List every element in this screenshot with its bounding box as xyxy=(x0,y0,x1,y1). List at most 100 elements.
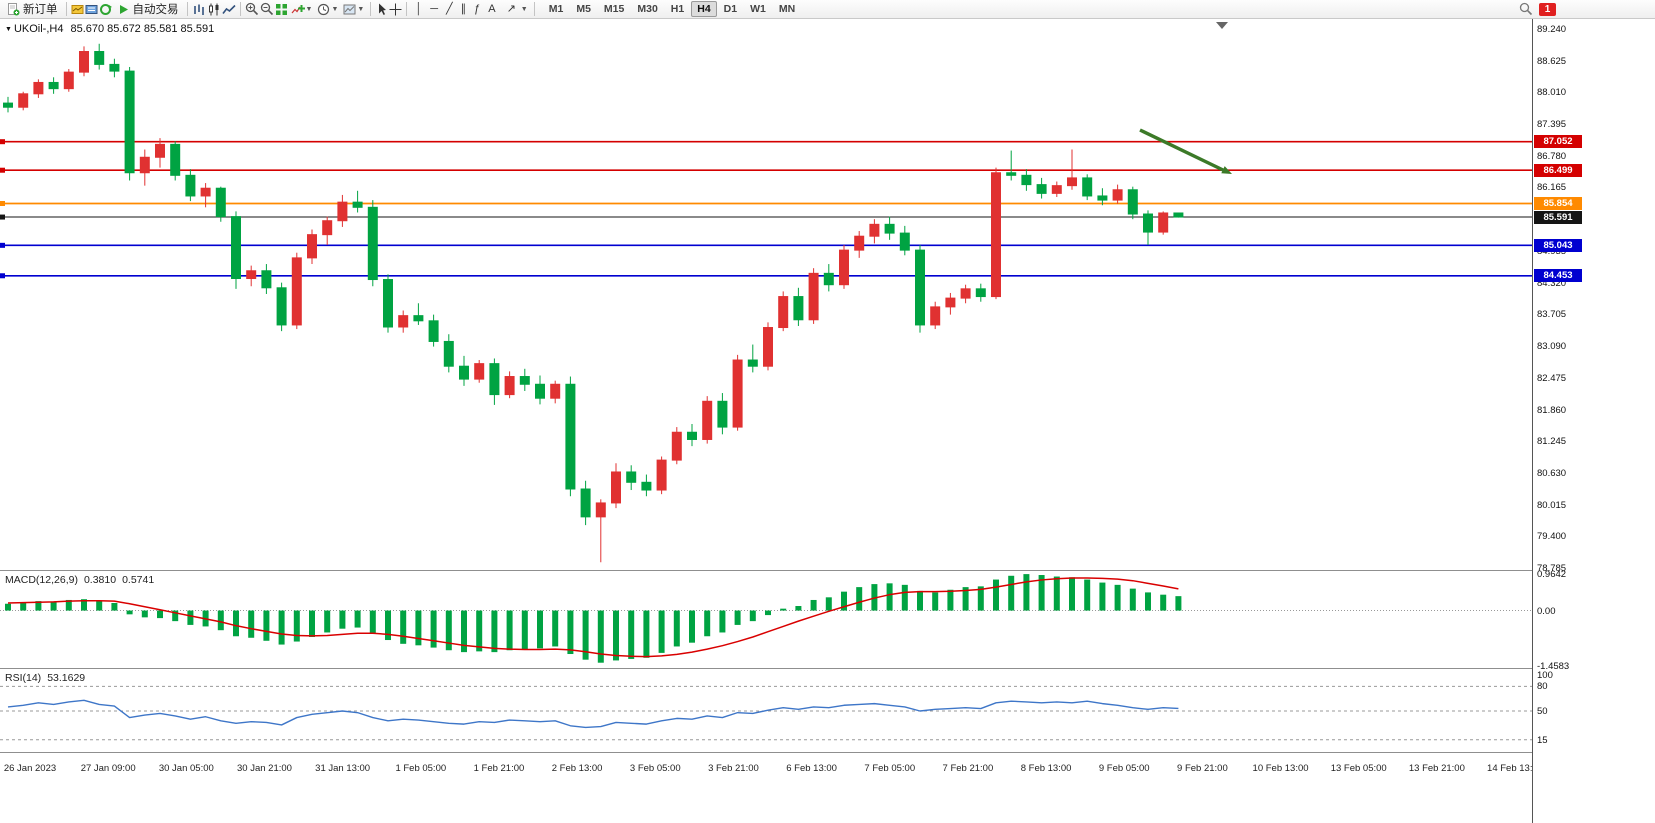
hline-price-label: 87.052 xyxy=(1534,135,1582,149)
toolbar-separator xyxy=(370,2,372,16)
rsi-axis-label: 100 xyxy=(1537,670,1553,681)
macd-axis-label: -1.4583 xyxy=(1537,660,1570,672)
dropdown-caret-icon: ▼ xyxy=(331,5,339,13)
time-axis-label: 26 Jan 2023 xyxy=(3,763,57,774)
timeframe-button-W1[interactable]: W1 xyxy=(750,3,766,15)
timeframe-button-D1[interactable]: D1 xyxy=(723,3,738,15)
timeframe-button-M1[interactable]: M1 xyxy=(548,3,564,15)
timeframe-button-H1[interactable]: H1 xyxy=(670,3,685,15)
price-tick-label: 88.010 xyxy=(1537,87,1567,99)
hline-price-label: 85.043 xyxy=(1534,238,1582,252)
dropdown-caret-icon: ▼ xyxy=(520,5,528,13)
new-order-button[interactable]: 新订单 xyxy=(3,1,62,18)
search-icon[interactable] xyxy=(1519,2,1533,16)
time-axis[interactable]: 26 Jan 2023 27 Jan 09:00 30 Jan 05:00 30 Ja… xyxy=(0,754,1543,780)
profiles-icon[interactable] xyxy=(85,3,98,16)
timeframe-button-M15[interactable]: M15 xyxy=(603,3,625,15)
macd-name: MACD(12,26,9) xyxy=(5,574,78,586)
time-axis-label: 13 Feb 21:00 xyxy=(1408,763,1465,774)
notification-badge[interactable]: 1 xyxy=(1539,2,1556,16)
dropdown-caret-icon: ▼ xyxy=(357,5,365,13)
hline-price-label: 84.453 xyxy=(1534,269,1582,283)
auto-trading-button[interactable]: 自动交易 xyxy=(113,1,183,18)
toolbar-separator xyxy=(533,2,535,16)
chart-shift-marker-icon xyxy=(1216,22,1228,29)
horizontal-line-icon[interactable]: ─ xyxy=(430,2,438,15)
price-tick-label: 80.630 xyxy=(1537,468,1567,479)
drawing-tools-group: │ ─ ╱ ∥ ƒ A xyxy=(411,1,499,18)
panel-separator[interactable] xyxy=(0,570,1655,571)
toolbar-separator xyxy=(239,2,241,16)
time-axis-label: 14 Feb 13:00 xyxy=(1487,763,1544,774)
price-axis[interactable]: 89.240 88.625 88.010 87.395 86.780 86.165 85.5… xyxy=(1532,19,1655,823)
vertical-line-icon[interactable]: │ xyxy=(415,2,423,15)
text-label-icon[interactable]: A xyxy=(488,2,496,15)
toolbar-separator xyxy=(406,2,408,16)
main-price-chart[interactable] xyxy=(0,19,1532,570)
clock-icon xyxy=(318,3,330,15)
timeframe-group: M1 M5 M15 M30 H1 H4 D1 W1 MN xyxy=(543,1,801,17)
hline-price-label: 85.591 xyxy=(1534,210,1582,224)
trendline-icon[interactable]: ╱ xyxy=(445,2,453,15)
timeframe-button-MN[interactable]: MN xyxy=(778,3,796,15)
time-axis-label: 2 Feb 13:00 xyxy=(551,763,603,774)
price-tick-label: 81.245 xyxy=(1537,436,1567,448)
line-chart-icon[interactable] xyxy=(221,3,236,16)
template-icon xyxy=(343,4,356,14)
time-axis-label: 10 Feb 13:00 xyxy=(1252,763,1309,774)
hline-price-label: 85.854 xyxy=(1534,196,1582,210)
arrows-tool-button[interactable]: ↗ ▼ xyxy=(501,1,530,18)
rsi-label: RSI(14) 53.1629 xyxy=(5,672,91,684)
refresh-icon[interactable] xyxy=(99,3,112,16)
new-order-label: 新订单 xyxy=(23,4,58,16)
timeframe-button-M30[interactable]: M30 xyxy=(637,3,658,15)
price-tick-label: 79.400 xyxy=(1537,531,1567,543)
rsi-axis-label: 50 xyxy=(1537,706,1548,717)
toolbar: 新订单 自动交易 xyxy=(0,0,1655,19)
time-axis-label: 1 Feb 21:00 xyxy=(473,763,525,774)
price-tick-label: 80.015 xyxy=(1537,499,1567,511)
toolbar-right-group: 1 xyxy=(1519,2,1556,16)
panel-separator[interactable] xyxy=(0,668,1655,669)
rsi-axis-label: 80 xyxy=(1537,681,1548,693)
rsi-panel[interactable] xyxy=(0,670,1532,752)
zoom-in-icon[interactable] xyxy=(245,2,259,16)
time-axis-label: 8 Feb 13:00 xyxy=(1020,763,1072,774)
time-axis-label: 6 Feb 13:00 xyxy=(786,763,837,774)
timeframe-button-M5[interactable]: M5 xyxy=(576,3,591,15)
fibonacci-icon[interactable]: ƒ xyxy=(474,2,481,15)
price-tick-label: 83.090 xyxy=(1537,341,1567,353)
rsi-name: RSI(14) xyxy=(5,672,42,684)
tile-windows-icon[interactable] xyxy=(275,3,288,16)
toolbar-separator xyxy=(65,2,67,16)
timeframe-button-H4[interactable]: H4 xyxy=(691,1,717,17)
indicators-icon xyxy=(291,4,305,13)
indicators-button[interactable]: ▼ xyxy=(289,1,315,18)
new-chart-icon[interactable] xyxy=(71,3,84,16)
macd-signal-value: 0.5741 xyxy=(122,574,155,586)
dropdown-caret-icon: ▼ xyxy=(305,5,313,13)
chart-title-arrow-icon: ▼ xyxy=(5,26,12,33)
zoom-out-icon[interactable] xyxy=(260,2,274,16)
panel-separator xyxy=(0,752,1655,753)
crosshair-icon[interactable] xyxy=(389,3,402,16)
templates-button[interactable]: ▼ xyxy=(341,1,366,18)
macd-panel[interactable] xyxy=(0,572,1532,668)
price-tick-label: 83.705 xyxy=(1537,309,1567,321)
rsi-value: 53.1629 xyxy=(47,672,86,684)
time-axis-label: 7 Feb 05:00 xyxy=(864,763,916,774)
equidistant-channel-icon[interactable]: ∥ xyxy=(460,2,467,15)
price-tick-label: 78.785 xyxy=(1537,563,1567,575)
cursor-icon[interactable] xyxy=(375,3,388,16)
toolbar-separator xyxy=(186,2,188,16)
bar-chart-icon[interactable] xyxy=(192,3,206,16)
price-tick-label: 86.165 xyxy=(1537,182,1567,194)
macd-axis-label: 0.9642 xyxy=(1537,569,1567,581)
rsi-axis-label: 15 xyxy=(1537,734,1548,746)
macd-label: MACD(12,26,9) 0.3810 0.5741 xyxy=(5,574,160,586)
periods-button[interactable]: ▼ xyxy=(315,1,340,18)
arrows-tool-icon: ↗ xyxy=(506,2,516,15)
candlestick-chart-icon[interactable] xyxy=(207,3,221,16)
time-axis-label: 3 Feb 21:00 xyxy=(708,763,759,774)
